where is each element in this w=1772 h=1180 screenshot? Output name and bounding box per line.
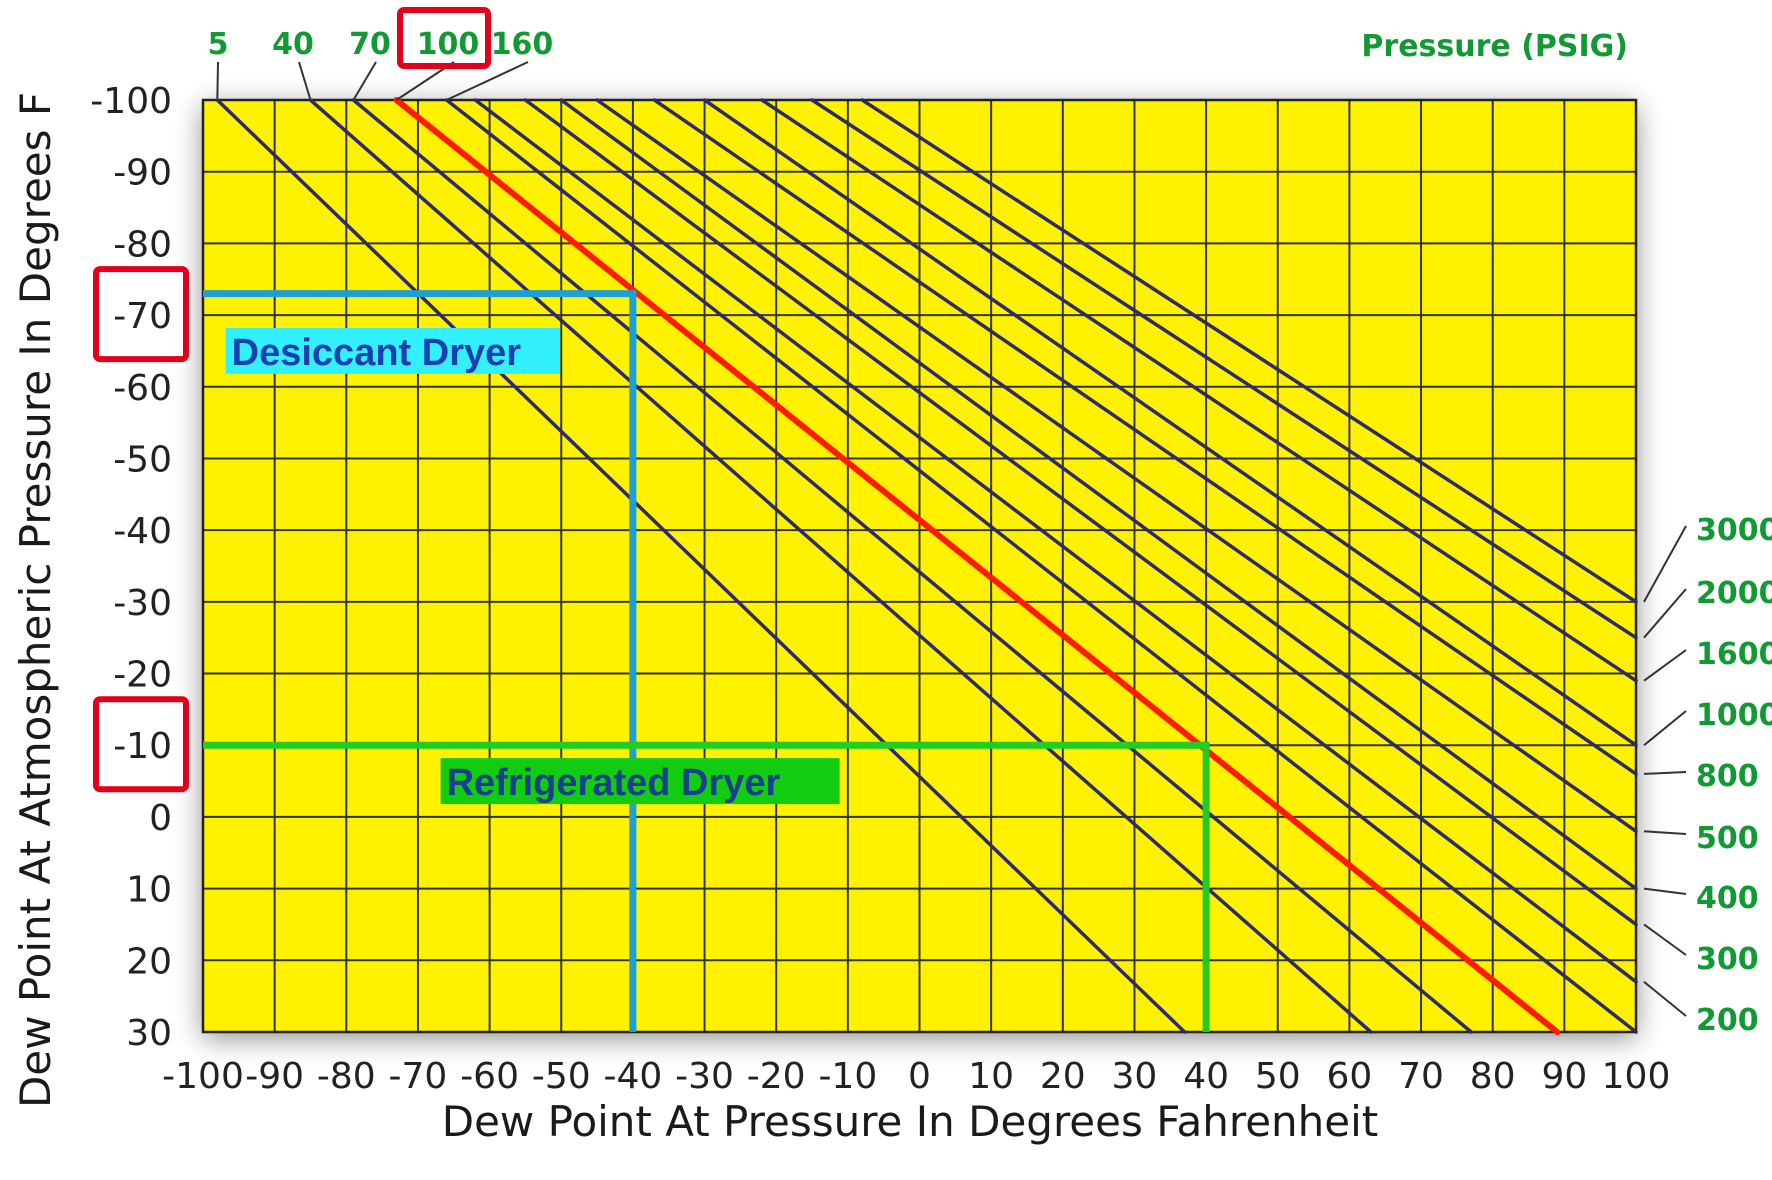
annotation-guides: Desiccant Dryer Refrigerated Dryer — [203, 290, 1210, 1032]
right-leader-3000 — [1643, 525, 1687, 603]
top-pressure-labels: 5 40 70 100 160 — [208, 27, 554, 101]
x-tick-label: 30 — [1112, 1056, 1158, 1097]
right-pressure-label-3000: 3000 — [1696, 513, 1772, 548]
y-tick-label: -40 — [113, 511, 172, 552]
x-tick-label: -20 — [747, 1056, 806, 1097]
plot-frame — [201, 98, 1638, 1034]
y-tick-label: 0 — [149, 798, 172, 839]
x-tick-label: 60 — [1326, 1056, 1372, 1097]
right-pressure-label-200: 200 — [1696, 1003, 1759, 1038]
right-pressure-label-1000: 1000 — [1696, 698, 1772, 733]
x-tick-label: 80 — [1470, 1056, 1516, 1097]
y-tick-label: -20 — [113, 655, 172, 696]
x-tick-label: 70 — [1398, 1056, 1444, 1097]
series-line-200 — [473, 98, 1638, 984]
right-leader-500 — [1643, 830, 1687, 835]
highlight-box-y--70 — [93, 266, 189, 363]
series-line-800 — [652, 98, 1638, 776]
y-tick-label: -90 — [113, 153, 172, 194]
x-tick-label: -60 — [460, 1056, 519, 1097]
y-tick-label: 20 — [126, 941, 172, 982]
right-leader-300 — [1643, 923, 1687, 956]
series-line-5 — [215, 98, 1187, 1034]
x-tick-label: -30 — [675, 1056, 734, 1097]
y-tick-label: -50 — [113, 439, 172, 480]
x-tick-label: -90 — [245, 1056, 304, 1097]
right-pressure-label-400: 400 — [1696, 881, 1759, 916]
right-leader-400 — [1643, 887, 1687, 895]
x-tick-label: 20 — [1040, 1056, 1086, 1097]
y-tick-label: -30 — [113, 583, 172, 624]
series-line-500 — [595, 98, 1638, 834]
x-axis-ticks: -100 -90 -80 -70 -60 -50 -40 -30 -20 -10 0 10 20 30 40… — [162, 1056, 1670, 1097]
top-leader-40 — [298, 61, 312, 101]
x-tick-label: 90 — [1541, 1056, 1587, 1097]
annotation-guide-1 — [203, 741, 1210, 1032]
x-tick-label: -40 — [603, 1056, 662, 1097]
highlight-box-top-100 — [397, 7, 491, 69]
top-leader-5 — [216, 61, 219, 101]
x-tick-label: -100 — [162, 1056, 244, 1097]
highlight-box-y--10 — [93, 696, 189, 793]
top-pressure-label-70: 70 — [349, 27, 391, 62]
right-pressure-label-2000: 2000 — [1696, 576, 1772, 611]
x-tick-label: -80 — [317, 1056, 376, 1097]
top-pressure-label-160: 160 — [491, 27, 554, 62]
x-tick-label: -10 — [818, 1056, 877, 1097]
right-leader-200 — [1643, 981, 1687, 1017]
annotation-label-bg-1 — [440, 758, 840, 805]
grid — [201, 98, 1638, 1034]
top-leader-160 — [446, 61, 529, 101]
pressure-title: Pressure (PSIG) — [1361, 29, 1628, 64]
series-line-40 — [308, 98, 1373, 1034]
right-leader-1600 — [1643, 649, 1687, 682]
x-tick-label: 50 — [1255, 1056, 1301, 1097]
series-line-1600 — [760, 98, 1638, 683]
x-tick-label: 40 — [1183, 1056, 1229, 1097]
top-pressure-label-100: 100 — [417, 27, 480, 62]
right-leader-1000 — [1643, 710, 1687, 747]
x-tick-label: -50 — [532, 1056, 591, 1097]
highlight-boxes — [93, 7, 491, 793]
x-axis-title: Dew Point At Pressure In Degrees Fahrenh… — [442, 1097, 1379, 1146]
series-line-300 — [523, 98, 1638, 927]
x-tick-label: 10 — [968, 1056, 1014, 1097]
annotation-label-0: Desiccant Dryer — [232, 332, 522, 374]
right-leader-2000 — [1643, 588, 1687, 639]
y-axis-title: Dew Point At Atmospheric Pressure In Deg… — [11, 92, 60, 1108]
annotation-label-1: Refrigerated Dryer — [447, 762, 781, 804]
series-line-160 — [444, 98, 1638, 1034]
series-line-3000 — [860, 98, 1638, 604]
top-pressure-label-5: 5 — [208, 27, 229, 62]
y-tick-label: -80 — [113, 224, 172, 265]
right-pressure-label-1600: 1600 — [1696, 637, 1772, 672]
y-tick-label: -60 — [113, 368, 172, 409]
top-leader-70 — [352, 61, 377, 101]
annotation-label-bg-0 — [225, 327, 561, 374]
series-line-2000 — [810, 98, 1638, 640]
top-pressure-label-40: 40 — [272, 27, 314, 62]
x-tick-label: 100 — [1602, 1056, 1671, 1097]
right-pressure-labels: 3000 2000 1600 1000 800 500 400 300 200 — [1643, 513, 1772, 1038]
right-pressure-label-800: 800 — [1696, 759, 1759, 794]
series-line-1000 — [702, 98, 1638, 747]
y-tick-label: -100 — [90, 81, 172, 122]
data-series — [215, 97, 1638, 1035]
x-tick-label: -70 — [389, 1056, 448, 1097]
right-leader-800 — [1643, 771, 1687, 775]
y-tick-label: 30 — [126, 1013, 172, 1054]
x-tick-label: 0 — [908, 1056, 931, 1097]
y-tick-label: 10 — [126, 870, 172, 911]
y-tick-label: -10 — [113, 726, 172, 767]
series-line-400 — [559, 98, 1638, 891]
y-tick-label: -70 — [113, 296, 172, 337]
right-pressure-label-500: 500 — [1696, 821, 1759, 856]
right-pressure-label-300: 300 — [1696, 942, 1759, 977]
series-line-70 — [351, 98, 1473, 1034]
series-line-100 — [393, 97, 1561, 1035]
